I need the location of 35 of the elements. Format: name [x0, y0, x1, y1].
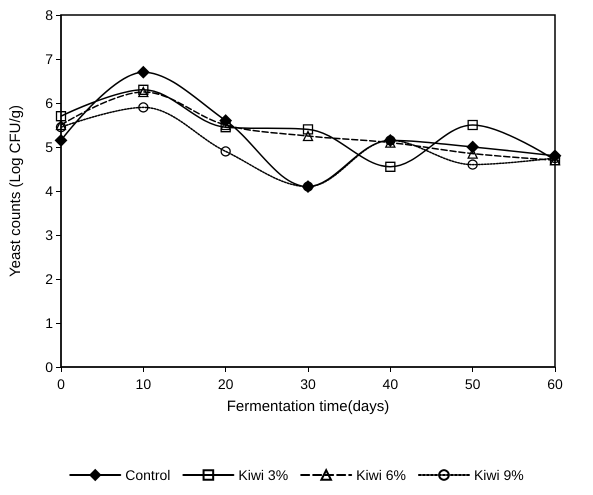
- y-tick-label: 8: [45, 7, 54, 23]
- y-axis-title: Yeast counts (Log CFU/g): [7, 104, 24, 278]
- x-tick-label: 60: [547, 376, 563, 392]
- y-tick-label: 6: [45, 95, 54, 111]
- point: [54, 134, 68, 147]
- point: [56, 111, 66, 122]
- point: [220, 146, 231, 157]
- legend-label: Kiwi 9%: [474, 467, 524, 483]
- x-tick-label: 10: [136, 376, 152, 392]
- y-tick-label: 2: [45, 271, 54, 287]
- point: [138, 84, 148, 95]
- y-tick-label: 4: [45, 183, 54, 199]
- point: [385, 162, 396, 172]
- point: [137, 66, 150, 78]
- y-tick-label: 7: [45, 51, 54, 67]
- x-tick-label: 40: [382, 376, 398, 392]
- x-tick-label: 0: [57, 376, 66, 392]
- legend-label: Control: [125, 467, 170, 483]
- point: [56, 120, 66, 130]
- x-tick-label: 20: [218, 376, 234, 392]
- point: [468, 120, 478, 130]
- point: [138, 86, 148, 98]
- x-tick-label: 30: [300, 376, 316, 392]
- legend-label: Kiwi 6%: [356, 467, 406, 483]
- y-tick-label: 3: [45, 227, 54, 243]
- y-tick-label: 0: [45, 359, 54, 375]
- y-tick-label: 5: [45, 139, 54, 155]
- point: [302, 130, 314, 142]
- x-tick-label: 50: [464, 376, 481, 392]
- y-tick-label: 1: [45, 315, 54, 331]
- legend-label: Kiwi 3%: [238, 467, 288, 483]
- point: [468, 159, 478, 170]
- point: [138, 102, 148, 113]
- x-axis-title: Fermentation time(days): [226, 398, 390, 415]
- point: [302, 124, 314, 135]
